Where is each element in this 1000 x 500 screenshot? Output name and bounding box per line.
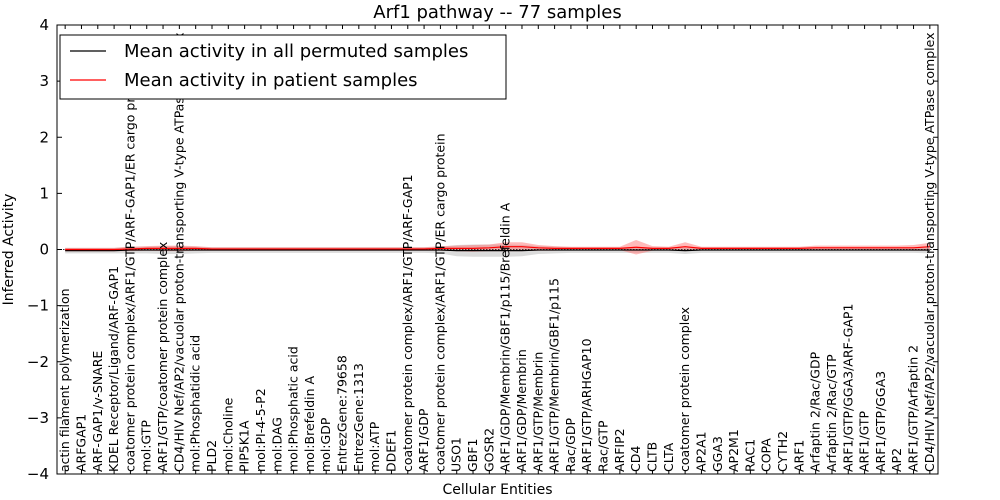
x-tick-label: Rac/GDP [563, 418, 578, 472]
legend-entry-2: Mean activity in patient samples [124, 70, 418, 91]
x-tick-label: ARF1/GDP/Membrin/GBF1/p115/Brefeldin A [498, 202, 513, 472]
x-tick-label: coatomer protein complex/ARF1/GTP/ER car… [432, 133, 447, 472]
x-tick-label: EntrezGene:1313 [351, 363, 366, 472]
x-tick-label: ARF1/GTP/GGA3 [873, 371, 888, 472]
y-tick-label: −3 [27, 409, 49, 427]
x-tick-label: mol:Brefeldin A [302, 375, 317, 472]
x-axis-ticks: actin filament polymerization ARFGAP1 ARF-… [57, 25, 937, 474]
x-tick-label: mol:GTP [139, 420, 154, 472]
x-tick-label: mol:GDP [318, 417, 333, 472]
y-tick-label: 4 [39, 16, 49, 34]
x-tick-label: ARF-GAP1/v-SNARE [90, 351, 105, 472]
x-tick-label: Arfaptin 2/Rac/GTP [824, 354, 839, 472]
y-tick-label: −1 [27, 297, 49, 315]
x-tick-label: CD4/HIV Nef/AP2/vacuolar proton-transpor… [922, 33, 937, 472]
x-tick-label: ARF1/GTP/Arfaptin 2 [906, 345, 921, 472]
y-axis-ticks: −4 −3 −2 −1 0 1 2 3 4 [27, 16, 938, 483]
x-tick-label: mol:ATP [367, 421, 382, 472]
x-tick-label: actin filament polymerization [57, 288, 72, 472]
x-tick-label: CD4/HIV Nef/AP2/vacuolar proton-transpor… [171, 33, 186, 472]
x-tick-label: RAC1 [742, 439, 757, 472]
x-tick-label: mol:Phosphatic acid [286, 346, 301, 472]
x-tick-label: mol:DAG [269, 417, 284, 472]
x-tick-label: ARF1/GTP/coatomer protein complex [155, 242, 170, 472]
series-line-2 [65, 246, 930, 251]
y-tick-label: 1 [39, 184, 49, 202]
x-tick-label: ARFGAP1 [73, 414, 88, 472]
x-tick-label: KDEL Receptor/Ligand/ARF-GAP1 [106, 266, 121, 472]
y-tick-label: 3 [39, 72, 49, 90]
x-tick-label: PLD2 [204, 440, 219, 472]
legend-box [59, 34, 507, 100]
x-tick-label: CYTH2 [775, 431, 790, 472]
x-tick-label: coatomer protein complex/ARF1/GTP/ARF-GA… [400, 174, 415, 472]
x-tick-label: GOSR2 [481, 428, 496, 472]
x-tick-label: coatomer protein complex/ARF1/GTP/ARF-GA… [122, 66, 137, 472]
x-tick-label: GGA3 [710, 436, 725, 472]
chart-title: Arf1 pathway -- 77 samples [373, 2, 621, 23]
series-line-1 [65, 249, 930, 252]
y-tick-label: 0 [39, 241, 49, 259]
x-tick-label: AP2A1 [693, 431, 708, 472]
y-axis-label: Inferred Activity [1, 194, 17, 306]
x-tick-label: AP2M1 [726, 429, 741, 472]
x-tick-label: DDEF1 [383, 430, 398, 472]
x-tick-label: ARF1/GTP [857, 411, 872, 472]
x-tick-label: ARF1/GTP/Membrin [530, 352, 545, 472]
x-tick-label: Rac/GTP [596, 420, 611, 472]
x-axis-label: Cellular Entities [442, 482, 552, 498]
x-tick-label: ARF1/GDP [416, 408, 431, 472]
x-tick-label: mol:PI-4-5-P2 [253, 388, 268, 472]
legend: Mean activity in all permuted samples Mea… [59, 34, 507, 100]
x-tick-label: ARF1/GTP/GGA3/ARF-GAP1 [840, 304, 855, 472]
x-tick-label: USO1 [449, 437, 464, 472]
x-tick-label: CLTB [644, 442, 659, 472]
x-tick-label: ARFIP2 [612, 428, 627, 472]
x-tick-label: ARF1/GDP/Membrin [514, 349, 529, 472]
x-tick-label: coatomer protein complex [677, 307, 692, 472]
x-tick-label: EntrezGene:79658 [335, 355, 350, 472]
x-tick-label: AP2 [889, 448, 904, 472]
x-tick-label: PIP5K1A [237, 420, 252, 472]
x-tick-label: mol:Phosphatidic acid [188, 335, 203, 472]
x-tick-label: Arfaptin 2/Rac/GDP [808, 351, 823, 472]
x-tick-label: ARF1/GTP/Membrin/GBF1/p115 [547, 278, 562, 472]
x-tick-label: CD4 [628, 446, 643, 472]
x-tick-label: ARF1/GTP/ARHGAP10 [579, 338, 594, 472]
x-tick-label: CLTA [661, 442, 676, 472]
x-tick-label: ARF1 [791, 440, 806, 472]
x-tick-label: COPA [759, 438, 774, 472]
series-lines [65, 246, 930, 252]
x-tick-label: mol:Choline [220, 397, 235, 472]
y-tick-label: −2 [27, 353, 49, 371]
x-tick-label: GBF1 [465, 439, 480, 472]
y-tick-label: −4 [27, 465, 49, 483]
legend-entry-1: Mean activity in all permuted samples [124, 41, 468, 62]
y-tick-label: 2 [39, 128, 49, 146]
